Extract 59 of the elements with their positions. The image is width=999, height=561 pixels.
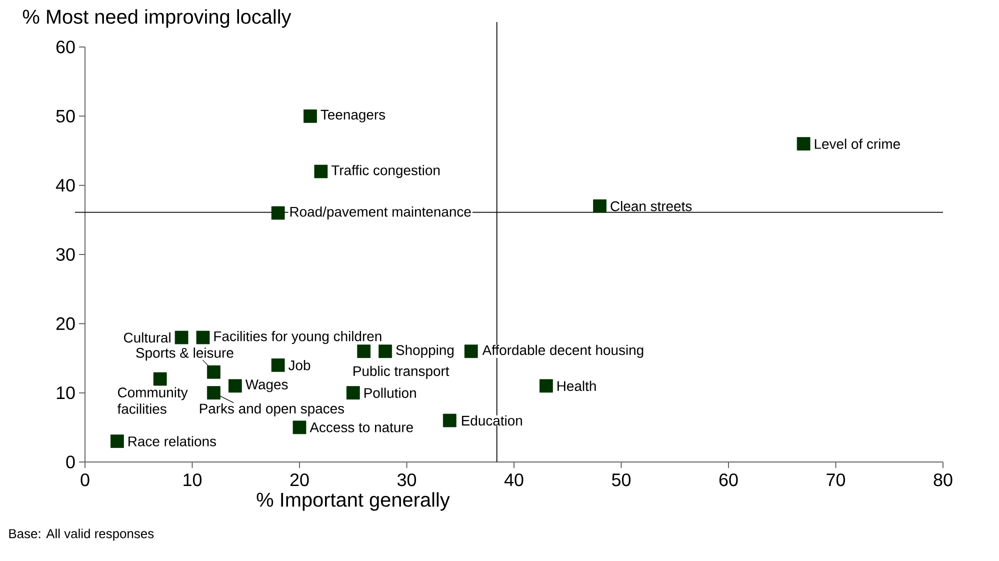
y-axis-title: % Most need improving locally [22, 9, 292, 28]
x-tick-label: 80 [934, 473, 952, 486]
y-tick-label: 0 [66, 456, 75, 468]
annotation: Traffic congestion [331, 164, 440, 178]
point [346, 386, 360, 400]
annotation: Teenagers [320, 110, 386, 122]
y-tick-label: 50 [56, 110, 75, 122]
x-tick-label: 70 [826, 473, 846, 486]
annotation: Shopping [396, 344, 454, 358]
x-tick-label: 50 [612, 473, 631, 486]
point [207, 386, 220, 400]
point [539, 379, 553, 393]
annotation: Job [288, 360, 310, 370]
annotation: Road/pavement maintenance [290, 206, 471, 220]
y-tick-label: 60 [56, 40, 75, 54]
annotation: Education [462, 415, 522, 426]
annotation: Health [558, 380, 596, 392]
point [796, 137, 810, 151]
x-axis-title: % Important generally [256, 492, 450, 511]
annotation: Pollution [364, 388, 416, 398]
point [207, 365, 220, 379]
point [196, 330, 210, 344]
point [271, 358, 285, 372]
point [304, 109, 317, 123]
point [442, 414, 456, 428]
annotation: Cultural [124, 332, 170, 343]
point [153, 372, 167, 386]
annotation: Facilities for young children [214, 330, 382, 344]
annotation: Race relations [128, 436, 216, 446]
point [110, 434, 124, 448]
annotation: Affordable decent housing [482, 344, 644, 358]
point [593, 199, 607, 213]
x-tick-label: 0 [80, 473, 90, 486]
text: Base: All valid responses [9, 528, 154, 541]
y-tick-label: 40 [56, 178, 75, 192]
annotation: Access to nature [310, 422, 413, 432]
point [271, 206, 285, 220]
point [292, 420, 306, 434]
annotation: Community facilities [117, 387, 188, 414]
point [378, 344, 392, 358]
annotation: Level of crime [814, 138, 900, 149]
annotation: Parks and open spaces [200, 403, 344, 416]
x-tick-label: 40 [504, 473, 524, 486]
y-tick-label: 30 [56, 248, 75, 261]
annotation: Wages [245, 380, 288, 392]
annotation: Clean streets [610, 200, 692, 212]
y-tick-label: 10 [56, 386, 75, 400]
y-tick-label: 20 [56, 317, 75, 330]
point [228, 379, 242, 393]
point [464, 344, 478, 358]
annotation: Public transport [354, 366, 450, 379]
point [314, 164, 328, 178]
annotation: Sports & leisure [136, 348, 234, 361]
x-tick-label: 30 [397, 473, 416, 486]
x-tick-label: 60 [719, 473, 738, 486]
point [174, 330, 188, 344]
x-tick-label: 20 [290, 473, 309, 486]
x-tick-label: 10 [184, 473, 202, 486]
point [357, 344, 371, 358]
